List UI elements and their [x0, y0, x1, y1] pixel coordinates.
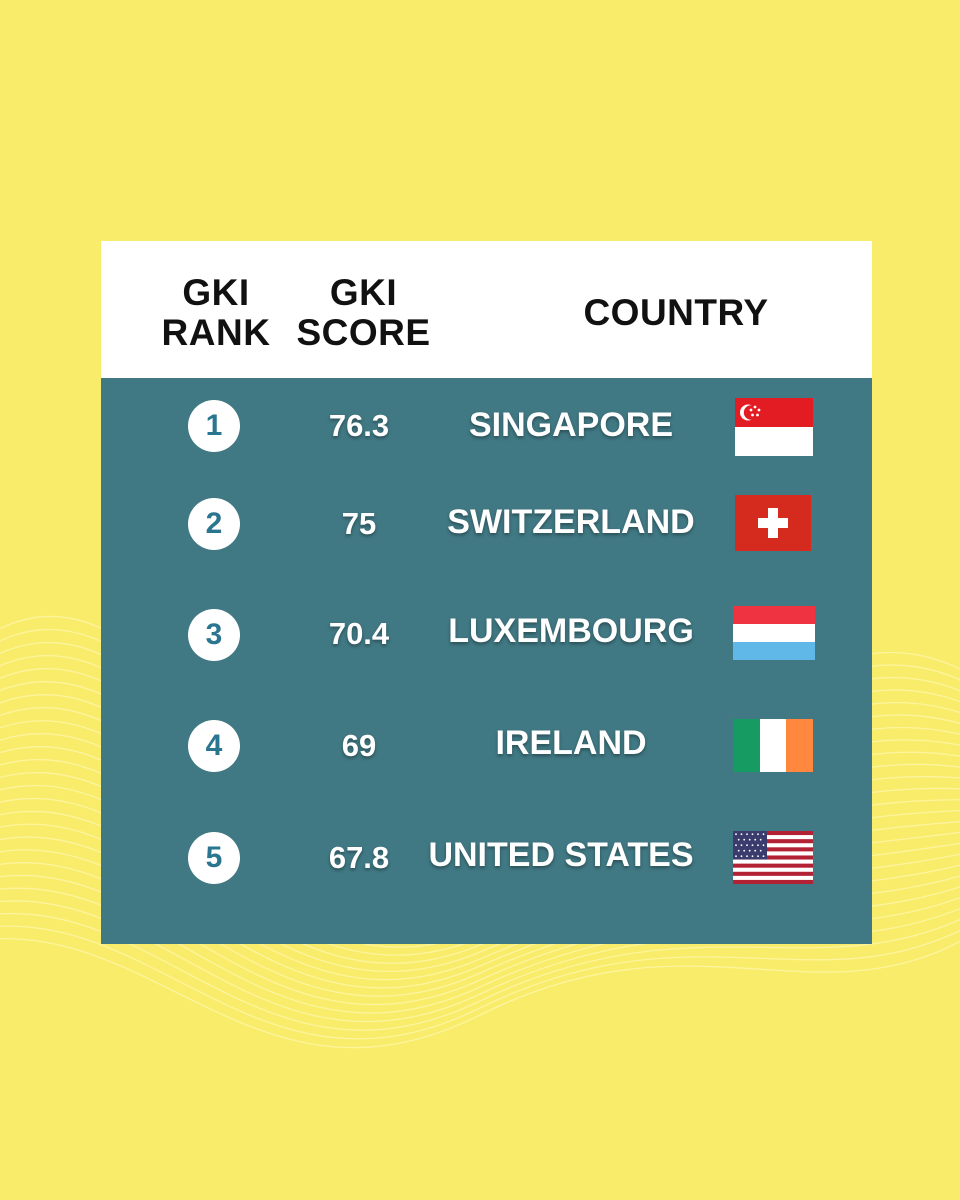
rank-badge: 3 [188, 609, 240, 661]
table-row: 3 70.4 LUXEMBOURG [101, 598, 872, 678]
ranking-table: GKI RANK GKI SCORE COUNTRY 1 76.3 SINGAP… [101, 241, 872, 944]
country-name: IRELAND [495, 724, 647, 762]
table-row: 5 67.8 UNITED STATES [101, 818, 872, 898]
table-body: 1 76.3 SINGAPORE 2 75 SWITZERLA [101, 378, 872, 944]
header-country: COUNTRY [583, 292, 769, 333]
rank-badge: 1 [188, 400, 240, 452]
score-value: 69 [341, 728, 377, 763]
country-name: LUXEMBOURG [448, 612, 694, 650]
rank-badge: 5 [188, 832, 240, 884]
rank-badge: 2 [188, 498, 240, 550]
score-value: 70.4 [328, 616, 390, 651]
score-value: 75 [341, 506, 377, 541]
luxembourg-flag-icon [733, 606, 815, 660]
country-name: UNITED STATES [428, 836, 694, 874]
score-value: 76.3 [328, 408, 390, 443]
table-row: 2 75 SWITZERLAND [101, 488, 872, 568]
table-header: GKI RANK GKI SCORE COUNTRY [101, 241, 872, 378]
country-name: SINGAPORE [468, 406, 674, 444]
ireland-flag-icon [733, 719, 813, 772]
table-row: 4 69 IRELAND [101, 708, 872, 788]
rank-badge: 4 [188, 720, 240, 772]
switzerland-flag-icon [735, 495, 811, 551]
country-name: SWITZERLAND [447, 503, 695, 541]
score-value: 67.8 [328, 840, 390, 875]
table-row: 1 76.3 SINGAPORE [101, 388, 872, 468]
singapore-flag-icon [735, 398, 813, 456]
header-gki-rank: GKI RANK [161, 272, 271, 353]
header-gki-score: GKI SCORE [296, 272, 431, 353]
united-states-flag-icon [733, 831, 813, 884]
